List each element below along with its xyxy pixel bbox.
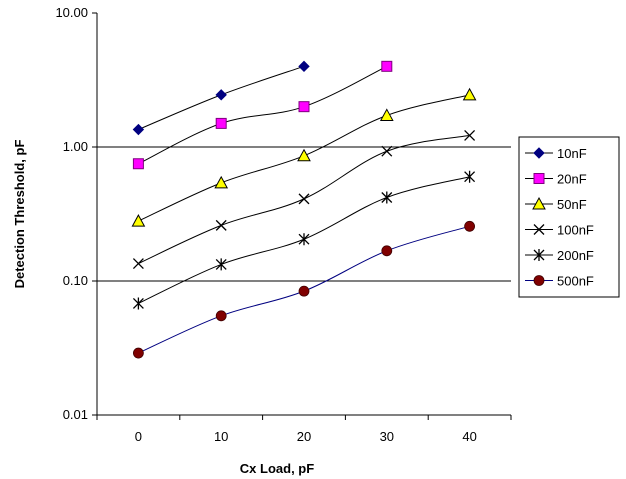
data-point (132, 347, 144, 359)
data-point (464, 170, 476, 183)
x-tick-label: 20 (297, 429, 311, 444)
legend: 10nF 20nF 50nF 100nF 200nF 500nF (518, 136, 620, 298)
series-20nF (132, 60, 393, 170)
axes (92, 12, 512, 420)
x-axis-title: Cx Load, pF (240, 461, 314, 476)
data-point (132, 258, 144, 269)
y-tick-label: 0.10 (63, 273, 88, 288)
data-point (132, 297, 144, 310)
data-point (381, 191, 393, 204)
legend-marker (533, 173, 545, 184)
legend-label: 20nF (557, 172, 587, 187)
series-200nF (132, 170, 476, 310)
data-point (298, 193, 310, 205)
y-tick-label: 0.01 (63, 407, 88, 422)
data-point (298, 285, 310, 297)
legend-marker (533, 275, 545, 286)
data-point (132, 158, 144, 170)
y-tick-label: 1.00 (63, 139, 88, 154)
series-group (131, 60, 477, 359)
data-point (381, 245, 393, 257)
data-point (215, 117, 227, 129)
data-point (379, 108, 394, 121)
data-point (298, 101, 310, 113)
x-tick-labels: 0 10 20 30 40 (135, 429, 477, 444)
legend-marker (533, 249, 545, 261)
legend-marker (532, 196, 546, 210)
gridlines (97, 146, 511, 282)
legend-marker (533, 147, 545, 159)
data-point (215, 219, 227, 231)
x-tick-label: 40 (462, 429, 476, 444)
legend-label: 100nF (557, 223, 594, 238)
legend-box (518, 136, 620, 298)
x-tick-label: 10 (214, 429, 228, 444)
y-tick-labels: 0.01 0.10 1.00 10.00 (55, 5, 88, 422)
data-point (464, 220, 476, 232)
x-tick-label: 0 (135, 429, 142, 444)
legend-label: 200nF (557, 248, 594, 263)
data-point (214, 175, 229, 189)
data-point (298, 60, 310, 73)
data-point (131, 214, 146, 227)
data-point (298, 233, 310, 246)
data-point (215, 89, 227, 101)
data-point (215, 310, 227, 322)
data-point (215, 258, 227, 271)
series-100nF (132, 129, 476, 269)
data-point (132, 123, 145, 136)
legend-label: 50nF (557, 197, 587, 212)
data-point (462, 87, 477, 101)
legend-label: 500nF (557, 274, 594, 289)
data-point (381, 145, 393, 157)
x-tick-label: 30 (380, 429, 394, 444)
legend-marker (533, 224, 545, 235)
data-point (297, 148, 311, 162)
data-point (464, 129, 476, 141)
y-tick-label: 10.00 (55, 5, 88, 20)
legend-label: 10nF (557, 146, 587, 161)
series-50nF (131, 87, 477, 227)
y-axis-title: Detection Threshold, pF (12, 140, 27, 289)
series-line (138, 65, 388, 165)
series-10nF (132, 60, 310, 136)
series-500nF (132, 220, 476, 359)
data-point (381, 60, 393, 72)
